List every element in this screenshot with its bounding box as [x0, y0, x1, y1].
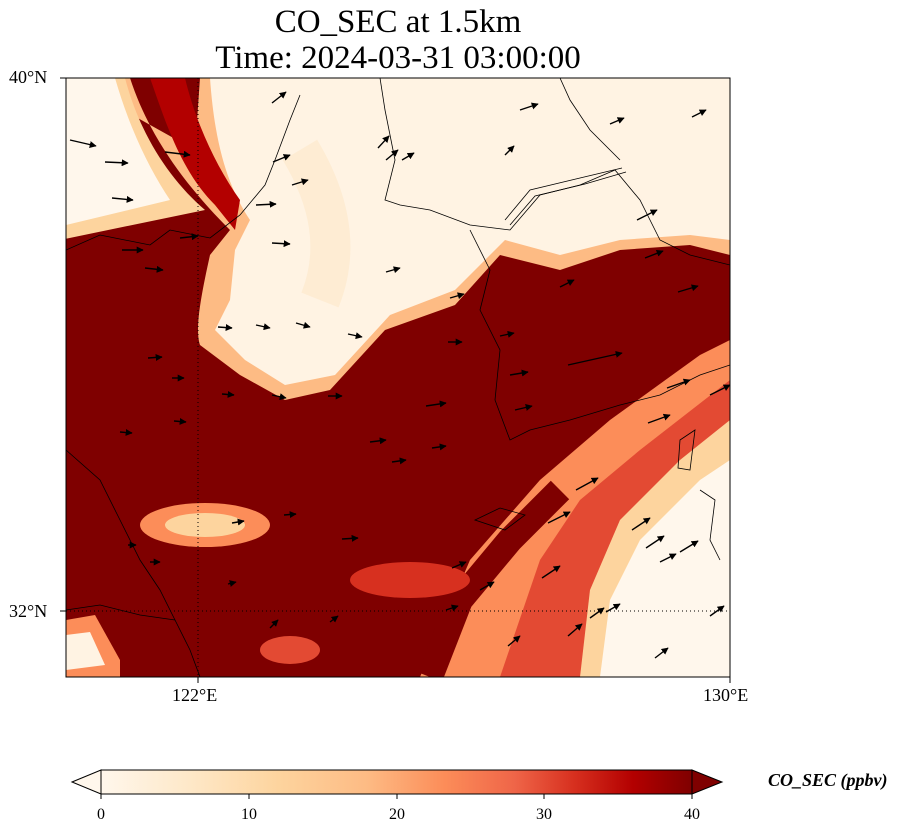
- colorbar-tick-label: 20: [389, 806, 405, 823]
- x-tick-label: 122°E: [172, 685, 218, 705]
- wind-vectors: [69, 91, 731, 659]
- map-plot: [60, 77, 731, 683]
- map-title: CO_SEC at 1.5km: [274, 4, 522, 40]
- y-tick-label: 40°N: [9, 67, 48, 87]
- x-tick-label: 130°E: [703, 685, 749, 705]
- gridlines: [66, 78, 730, 677]
- colorbar-extend-min: [70, 769, 102, 795]
- y-tick-label: 32°N: [9, 601, 48, 621]
- colorbar-label: CO_SEC (ppbv): [768, 770, 888, 790]
- colorbar-tick-label: 10: [241, 806, 257, 823]
- colorbar-extend-max: [691, 769, 724, 795]
- colorbar-tick-label: 40: [684, 806, 700, 823]
- colorbar-tick-label: 0: [97, 806, 105, 823]
- colorbar-tick-label: 30: [536, 806, 552, 823]
- concentration-field: [66, 78, 730, 677]
- colorbar-gradient: [100, 769, 693, 795]
- map-timestamp: Time: 2024-03-31 03:00:00: [215, 40, 581, 76]
- map-frame: [65, 77, 731, 678]
- coastlines: [66, 78, 730, 677]
- colorbar: [70, 769, 724, 799]
- axis-ticks: [60, 77, 731, 683]
